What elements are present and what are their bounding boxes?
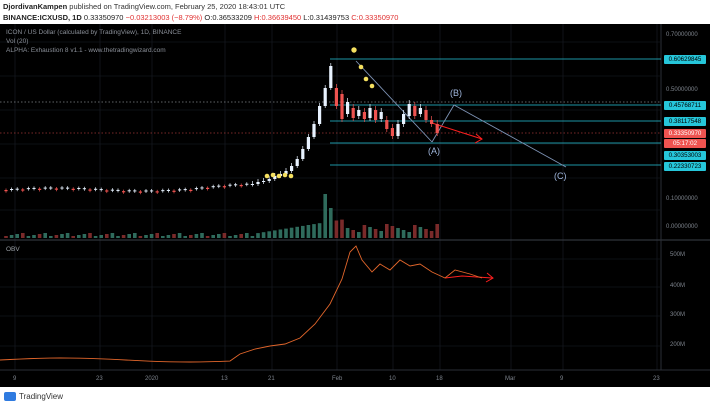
time-tick: 10: [389, 376, 396, 382]
red-arrows[interactable]: [431, 122, 494, 283]
time-tick: 23: [653, 376, 660, 382]
chart-area[interactable]: (A) (B) (C) ICON / US Dollar (calculated…: [0, 24, 710, 387]
exhaustion-marker: [358, 64, 364, 70]
level-tag[interactable]: 0.38117548: [664, 117, 706, 126]
last-price-tag[interactable]: 0.33350970: [664, 129, 706, 138]
trend-line-c[interactable]: [453, 104, 567, 168]
publish-info: published on TradingView.com, February 2…: [69, 2, 286, 11]
price-tick: 0.00000000: [666, 224, 698, 230]
level-tag[interactable]: 0.30353003: [664, 151, 706, 160]
time-tick: Feb: [332, 376, 343, 382]
close-value: C:0.33350970: [351, 13, 399, 22]
price-tick: 0.70000000: [666, 32, 698, 38]
time-tick: 21: [268, 376, 275, 382]
exhaustion-marker: [351, 47, 357, 53]
tradingview-cloud-icon: [4, 392, 16, 401]
price-chart-svg[interactable]: (A) (B) (C): [0, 24, 710, 387]
obv-line: [0, 245, 483, 363]
exhaustion-markers: [264, 47, 375, 179]
trend-line-down[interactable]: [355, 60, 433, 143]
obv-tick: 300M: [670, 312, 686, 318]
time-tick: Mar: [505, 376, 516, 382]
countdown-tag: 05:17:02: [664, 139, 706, 148]
low-value: L:0.31439753: [303, 13, 350, 22]
obv-arrow[interactable]: [444, 275, 493, 279]
exhaustion-marker: [264, 173, 270, 179]
exhaustion-marker: [282, 172, 288, 178]
exhaustion-marker: [369, 83, 375, 89]
obv-tick: 500M: [670, 252, 686, 258]
time-tick: 13: [221, 376, 228, 382]
price-tick: 0.10000000: [666, 196, 698, 202]
footer: TradingView: [0, 387, 710, 408]
time-tick: 2020: [145, 376, 159, 382]
open-value: O:0.36533209: [204, 13, 252, 22]
time-tick: 9: [560, 376, 564, 382]
price-arrow[interactable]: [431, 122, 483, 140]
publish-header: DjordivanKampen published on TradingView…: [0, 0, 710, 24]
wave-a-label[interactable]: (A): [428, 146, 440, 156]
quote-line: BINANCE:ICXUSD, 1D 0.33350970 −0.0321300…: [3, 13, 398, 22]
trend-lines[interactable]: [355, 60, 567, 168]
volume-bars: [4, 194, 439, 238]
price-tick: 0.50000000: [666, 87, 698, 93]
horizontal-levels[interactable]: [330, 58, 661, 166]
level-tag[interactable]: 0.22330723: [664, 162, 706, 171]
obv-legend[interactable]: OBV: [6, 246, 20, 253]
candlesticks: [4, 63, 439, 195]
symbol-label: BINANCE:ICXUSD, 1D: [3, 13, 82, 22]
last-price: 0.33350970: [83, 13, 124, 22]
trend-line-up[interactable]: [431, 104, 455, 143]
level-tag[interactable]: 0.45768711: [664, 101, 706, 110]
author-name[interactable]: DjordivanKampen: [3, 2, 68, 11]
brand-name: TradingView: [19, 392, 64, 401]
level-tag[interactable]: 0.60629845: [664, 55, 706, 64]
tradingview-logo[interactable]: TradingView: [4, 392, 63, 401]
publish-line: DjordivanKampen published on TradingView…: [3, 2, 285, 11]
exhaustion-marker: [270, 172, 276, 178]
time-tick: 23: [96, 376, 103, 382]
exhaustion-marker: [276, 173, 282, 179]
obv-tick: 200M: [670, 342, 686, 348]
high-value: H:0.36639450: [254, 13, 302, 22]
time-tick: 9: [13, 376, 17, 382]
wave-b-label[interactable]: (B): [450, 88, 462, 98]
exhaustion-marker: [363, 76, 369, 82]
symbol-legend[interactable]: ICON / US Dollar (calculated by TradingV…: [6, 29, 182, 36]
obv-tick: 400M: [670, 283, 686, 289]
indicator-legend[interactable]: ALPHA: Exhaustion 8 v1.1 - www.thetradin…: [6, 47, 166, 54]
exhaustion-marker: [288, 173, 294, 179]
wave-c-label[interactable]: (C): [554, 171, 567, 181]
time-tick: 18: [436, 376, 443, 382]
volume-legend[interactable]: Vol (20): [6, 38, 29, 45]
price-change: −0.03213003 (−8.79%): [125, 13, 203, 22]
